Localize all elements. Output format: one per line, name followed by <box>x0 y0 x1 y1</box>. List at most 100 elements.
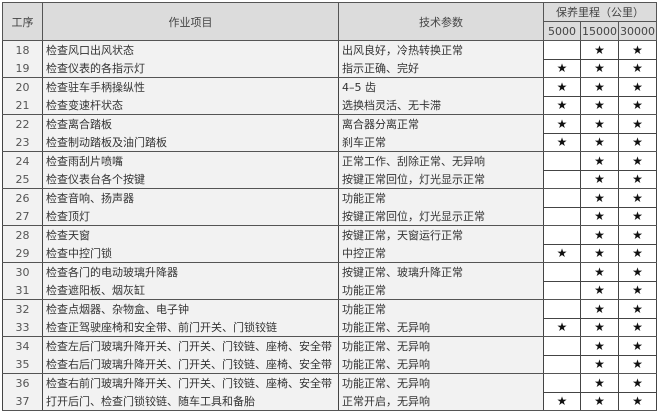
star-icon: ★ <box>594 283 605 298</box>
mileage-cell-5000 <box>543 40 581 60</box>
step-number: 27 <box>2 207 43 226</box>
step-number: 36 <box>2 373 43 392</box>
table-row: 22 检查离合踏板 离合器分离正常 ★ ★ ★ <box>2 114 658 134</box>
work-item: 检查顶灯 <box>42 207 339 226</box>
mileage-cell-15000: ★ <box>580 299 619 319</box>
mileage-cell-15000: ★ <box>580 392 619 411</box>
step-number: 34 <box>2 336 43 355</box>
mileage-cell-30000: ★ <box>617 170 658 189</box>
mileage-cell-15000: ★ <box>580 225 619 245</box>
work-item: 检查离合踏板 <box>42 114 339 133</box>
star-icon: ★ <box>632 375 643 390</box>
mileage-cell-15000: ★ <box>580 114 619 134</box>
step-number: 32 <box>2 299 43 318</box>
mileage-cell-15000: ★ <box>580 96 619 115</box>
mileage-cell-15000: ★ <box>580 188 619 208</box>
star-icon: ★ <box>594 98 605 113</box>
mileage-cell-30000: ★ <box>617 281 658 300</box>
mileage-cell-15000: ★ <box>580 151 619 171</box>
header-15000: 15000 <box>580 21 619 41</box>
mileage-cell-15000: ★ <box>580 373 619 393</box>
star-icon: ★ <box>594 190 605 205</box>
mileage-cell-30000: ★ <box>617 318 658 337</box>
mileage-cell-30000: ★ <box>617 373 658 393</box>
tech-spec: 按键正常回位，灯光显示正常 <box>338 170 544 189</box>
work-item: 检查遮阳板、烟灰缸 <box>42 281 339 300</box>
mileage-cell-30000: ★ <box>617 299 658 319</box>
mileage-cell-15000: ★ <box>580 318 619 337</box>
step-number: 18 <box>2 40 43 59</box>
step-number: 31 <box>2 281 43 300</box>
tech-spec: 按键正常、玻璃升降正常 <box>338 262 544 281</box>
mileage-cell-15000: ★ <box>580 355 619 374</box>
star-icon: ★ <box>594 227 605 242</box>
star-icon: ★ <box>632 61 643 76</box>
table-row: 23 检查制动踏板及油门踏板 刹车正常 ★ ★ ★ <box>2 133 658 152</box>
header-spec: 技术参数 <box>338 2 544 41</box>
table-row: 33 检查正驾驶座椅和安全带、前门开关、门锁铰链 功能正常、无异响 ★ ★ ★ <box>2 318 658 337</box>
table-row: 32 检查点烟器、杂物盒、电子钟 功能正常 ★ ★ <box>2 299 658 319</box>
tech-spec: 功能正常、无异响 <box>338 355 544 374</box>
step-number: 24 <box>2 151 43 170</box>
star-icon: ★ <box>632 320 643 335</box>
table-row: 35 检查右后门玻璃升降开关、门开关、门铰链、座椅、安全带 功能正常、无异响 ★ ★ <box>2 355 658 374</box>
work-item: 检查天窗 <box>42 225 339 244</box>
star-icon: ★ <box>632 394 643 409</box>
table-row: 28 检查天窗 按键正常，天窗运行正常 ★ ★ <box>2 225 658 245</box>
table-row: 29 检查中控门锁 中控正常 ★ ★ ★ <box>2 244 658 263</box>
work-item: 检查各门的电动玻璃升降器 <box>42 262 339 281</box>
work-item: 检查右后门玻璃升降开关、门开关、门铰链、座椅、安全带 <box>42 355 339 374</box>
mileage-cell-15000: ★ <box>580 40 619 60</box>
tech-spec: 功能正常、无异响 <box>338 373 544 392</box>
header-step: 工序 <box>2 2 43 41</box>
mileage-cell-5000: ★ <box>543 59 581 78</box>
step-number: 22 <box>2 114 43 133</box>
star-icon: ★ <box>556 246 568 261</box>
step-number: 20 <box>2 77 43 96</box>
star-icon: ★ <box>594 61 605 76</box>
mileage-cell-15000: ★ <box>580 336 619 356</box>
mileage-cell-30000: ★ <box>617 392 658 411</box>
mileage-cell-30000: ★ <box>617 133 658 152</box>
mileage-cell-5000 <box>543 207 581 226</box>
tech-spec: 按键正常，天窗运行正常 <box>338 225 544 244</box>
star-icon: ★ <box>594 357 605 372</box>
tech-spec: 中控正常 <box>338 244 544 263</box>
star-icon: ★ <box>632 116 643 131</box>
mileage-cell-30000: ★ <box>617 188 658 208</box>
tech-spec: 选换档灵活、无卡滞 <box>338 96 544 115</box>
mileage-cell-30000: ★ <box>617 207 658 226</box>
mileage-cell-5000 <box>543 299 581 319</box>
table-row: 27 检查顶灯 按键正常回位，灯光显示正常 ★ ★ <box>2 207 658 226</box>
table-row: 18 检查风口出风状态 出风良好，冷热转换正常 ★ ★ <box>2 40 658 60</box>
star-icon: ★ <box>594 301 605 316</box>
star-icon: ★ <box>594 172 605 187</box>
work-item: 检查仪表的各指示灯 <box>42 59 339 78</box>
table-row: 36 检查右前门玻璃升降开关、门开关、门铰链、座椅、安全带 功能正常、无异响 ★ ★ <box>2 373 658 393</box>
mileage-cell-30000: ★ <box>617 96 658 115</box>
star-icon: ★ <box>594 116 605 131</box>
mileage-cell-15000: ★ <box>580 262 619 282</box>
star-icon: ★ <box>594 246 605 261</box>
tech-spec: 4–5 齿 <box>338 77 544 96</box>
step-number: 35 <box>2 355 43 374</box>
star-icon: ★ <box>632 338 643 353</box>
mileage-cell-15000: ★ <box>580 207 619 226</box>
header-item: 作业项目 <box>42 2 339 41</box>
tech-spec: 正常开启，无异响 <box>338 392 544 411</box>
work-item: 打开后门、检查门锁铰链、随车工具和备胎 <box>42 392 339 411</box>
mileage-cell-5000 <box>543 336 581 356</box>
mileage-cell-5000 <box>543 225 581 245</box>
mileage-cell-30000: ★ <box>617 77 658 97</box>
star-icon: ★ <box>594 264 605 279</box>
mileage-cell-30000: ★ <box>617 336 658 356</box>
mileage-cell-5000: ★ <box>543 133 581 152</box>
header-30000: 30000 <box>617 21 658 41</box>
mileage-cell-30000: ★ <box>617 40 658 60</box>
star-icon: ★ <box>594 209 605 224</box>
star-icon: ★ <box>594 375 605 390</box>
mileage-cell-30000: ★ <box>617 114 658 134</box>
star-icon: ★ <box>556 79 568 94</box>
work-item: 检查雨刮片喷嘴 <box>42 151 339 170</box>
